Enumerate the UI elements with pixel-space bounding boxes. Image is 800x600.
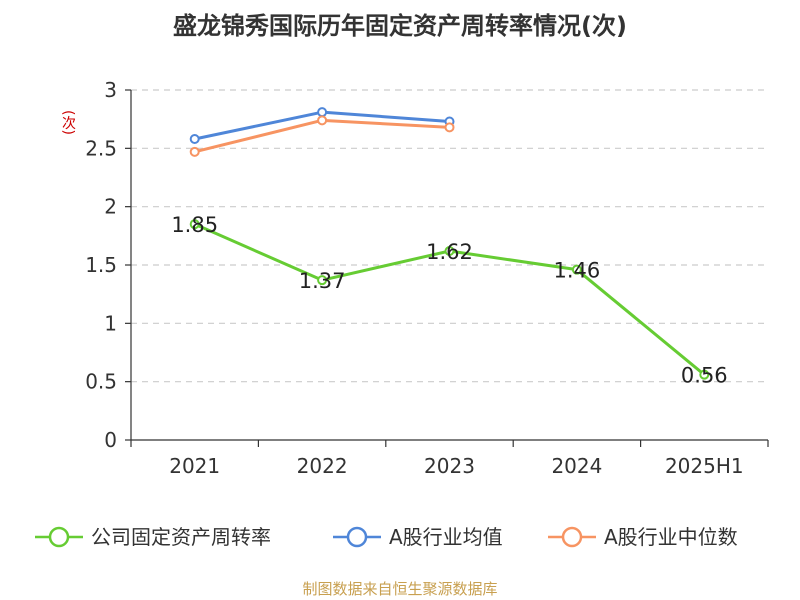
data-point [189, 146, 200, 157]
grid-lines [131, 89, 768, 383]
data-point [317, 115, 328, 126]
x-tick-label: 2021 [169, 454, 220, 478]
legend-label: A股行业均值 [389, 525, 503, 549]
legend-label: 公司固定资产周转率 [91, 525, 271, 549]
y-tick-label: 2.5 [85, 136, 117, 160]
x-tick-label: 2023 [424, 454, 475, 478]
data-point [189, 219, 200, 230]
data-label: 1.37 [299, 269, 346, 293]
source-note: 制图数据来自恒生聚源数据库 [302, 580, 498, 598]
data-point [571, 264, 582, 275]
data-point [317, 275, 328, 286]
data-label: 1.85 [171, 213, 218, 237]
series-layer [189, 107, 710, 380]
legend-marker [48, 526, 70, 548]
chart-title: 盛龙锦秀国际历年固定资产周转率情况(次) [173, 12, 627, 40]
x-tick-label: 2025H1 [665, 454, 744, 478]
data-labels: 1.85 1.37 1.62 1.46 0.56 [171, 213, 727, 387]
data-point [699, 369, 710, 380]
y-tick-label: 2 [104, 195, 117, 219]
y-tick-label: 1 [104, 311, 117, 335]
data-label: 1.62 [426, 240, 473, 264]
legend: 公司固定资产周转率 A股行业均值 A股行业中位数 [35, 525, 738, 549]
data-point [189, 134, 200, 144]
axes: 0 0.5 1 1.5 2 2.5 3 2021 2022 2023 2024 2025H1 [85, 78, 769, 478]
data-label: 1.46 [554, 259, 601, 283]
data-point [317, 107, 328, 118]
legend-marker [346, 526, 368, 548]
y-tick-label: 0 [104, 428, 117, 452]
data-point [444, 246, 455, 256]
y-tick-label: 3 [104, 78, 117, 102]
y-axis-label: (次) [60, 110, 76, 135]
x-tick-label: 2022 [297, 454, 348, 478]
data-label: 0.56 [681, 364, 728, 388]
x-tick-label: 2024 [551, 454, 602, 478]
data-point [444, 122, 455, 133]
y-tick-label: 1.5 [85, 253, 117, 277]
legend-label: A股行业中位数 [604, 525, 738, 549]
y-tick-label: 0.5 [85, 370, 117, 394]
legend-marker [561, 526, 583, 548]
